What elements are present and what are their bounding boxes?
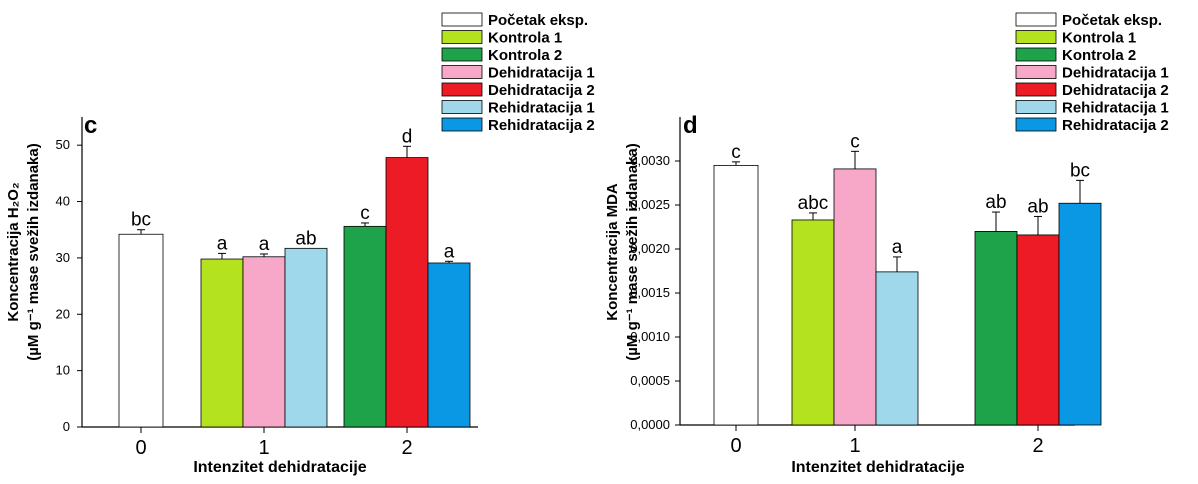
bar (974, 230, 1018, 426)
significance-letter: c (850, 131, 860, 152)
x-tick-label: 0 (730, 435, 741, 457)
bar (427, 262, 471, 428)
significance-letter: ab (295, 228, 316, 249)
significance-letter: c (360, 203, 370, 224)
y-axis-title-line1: Koncentracija MDA (604, 183, 621, 321)
x-tick-label: 2 (1032, 435, 1043, 457)
chart-panel-c: 0 10 20 30 40 50 0 bc 1 a a ab 2 c d a c Intenzitet dehid… (5, 12, 595, 476)
legend-swatch (441, 12, 483, 27)
significance-letter: a (892, 237, 903, 258)
legend-swatch (441, 65, 483, 79)
y-tick-label: 0,0020 (630, 241, 670, 256)
y-axis-title-line1: Koncentracija H₂O₂ (5, 182, 22, 321)
legend-swatch (441, 82, 483, 97)
x-axis-title: Intenzitet dehidratacije (193, 459, 366, 476)
y-tick-label: 50 (56, 137, 70, 152)
bar (875, 271, 919, 426)
legend-label: Početak eksp. (488, 12, 588, 29)
legend-swatch (1015, 65, 1057, 79)
legend-swatch (441, 117, 483, 132)
y-tick-label: 0,0030 (630, 153, 670, 168)
legend-label: Rehidratacija 2 (488, 117, 595, 134)
legend-swatch (441, 100, 483, 114)
legend-swatch (1015, 12, 1057, 27)
y-tick-label: 0,0025 (630, 197, 670, 212)
bar (242, 256, 286, 428)
y-tick-label: 30 (56, 250, 70, 265)
y-tick-label: 20 (56, 306, 70, 321)
bar (343, 225, 387, 428)
significance-letter: ab (985, 192, 1006, 213)
legend-swatch (1015, 30, 1057, 44)
legend-swatch (1015, 47, 1057, 62)
y-axis-title-line2: (µM g⁻¹ mase svežih izdanaka) (25, 143, 42, 360)
bar (791, 219, 835, 426)
x-axis-title: Intenzitet dehidratacije (791, 459, 964, 476)
bar (118, 233, 164, 428)
legend-label: Rehidratacija 1 (1062, 100, 1169, 117)
y-tick-label: 40 (56, 194, 70, 209)
y-tick-label: 0 (63, 419, 70, 434)
y-tick-label: 0,0015 (630, 285, 670, 300)
chart-panel-d: 0,0000 0,0005 0,0010 0,0015 0,0020 0,0025 0,00… (604, 12, 1169, 476)
legend-label: Dehidratacija 2 (488, 82, 595, 99)
significance-letter: a (217, 233, 228, 254)
bar (200, 258, 244, 428)
legend-label: Dehidratacija 1 (488, 65, 595, 82)
legend-label: Kontrola 1 (488, 30, 562, 47)
y-tick-label: 0,0005 (630, 373, 670, 388)
x-tick-label: 0 (135, 437, 146, 459)
bar (833, 168, 877, 426)
legend-swatch (1015, 117, 1057, 132)
panel-label: d (683, 112, 698, 139)
bar (1016, 234, 1060, 426)
significance-letter: ab (1027, 196, 1048, 217)
significance-letter: bc (131, 210, 151, 231)
significance-letter: a (444, 241, 455, 262)
y-axis-title-line2: (µM g⁻¹ mase svežih izdanaka) (624, 143, 641, 360)
legend-label: Kontrola 2 (1062, 47, 1136, 64)
significance-letter: c (731, 142, 741, 163)
significance-letter: bc (1070, 160, 1090, 181)
y-tick-label: 0,0010 (630, 329, 670, 344)
bar (385, 157, 429, 428)
legend-label: Početak eksp. (1062, 12, 1162, 29)
y-tick-label: 0,0000 (630, 417, 670, 432)
legend-swatch (1015, 82, 1057, 97)
legend-label: Kontrola 2 (488, 47, 562, 64)
significance-letter: a (259, 234, 270, 255)
significance-letter: d (402, 126, 413, 147)
bar (1058, 202, 1102, 426)
legend-label: Rehidratacija 1 (488, 100, 595, 117)
bar (713, 164, 759, 426)
legend-label: Kontrola 1 (1062, 30, 1136, 47)
x-tick-label: 2 (401, 437, 412, 459)
legend-swatch (1015, 100, 1057, 114)
panel-label: c (84, 112, 97, 139)
legend-label: Dehidratacija 1 (1062, 65, 1169, 82)
legend-swatch (441, 47, 483, 62)
x-tick-label: 1 (849, 435, 860, 457)
legend-swatch (441, 30, 483, 44)
x-tick-label: 1 (258, 437, 269, 459)
legend-label: Rehidratacija 2 (1062, 117, 1169, 134)
y-tick-label: 10 (56, 363, 70, 378)
bar (284, 247, 328, 428)
significance-letter: abc (798, 193, 829, 214)
legend-label: Dehidratacija 2 (1062, 82, 1169, 99)
